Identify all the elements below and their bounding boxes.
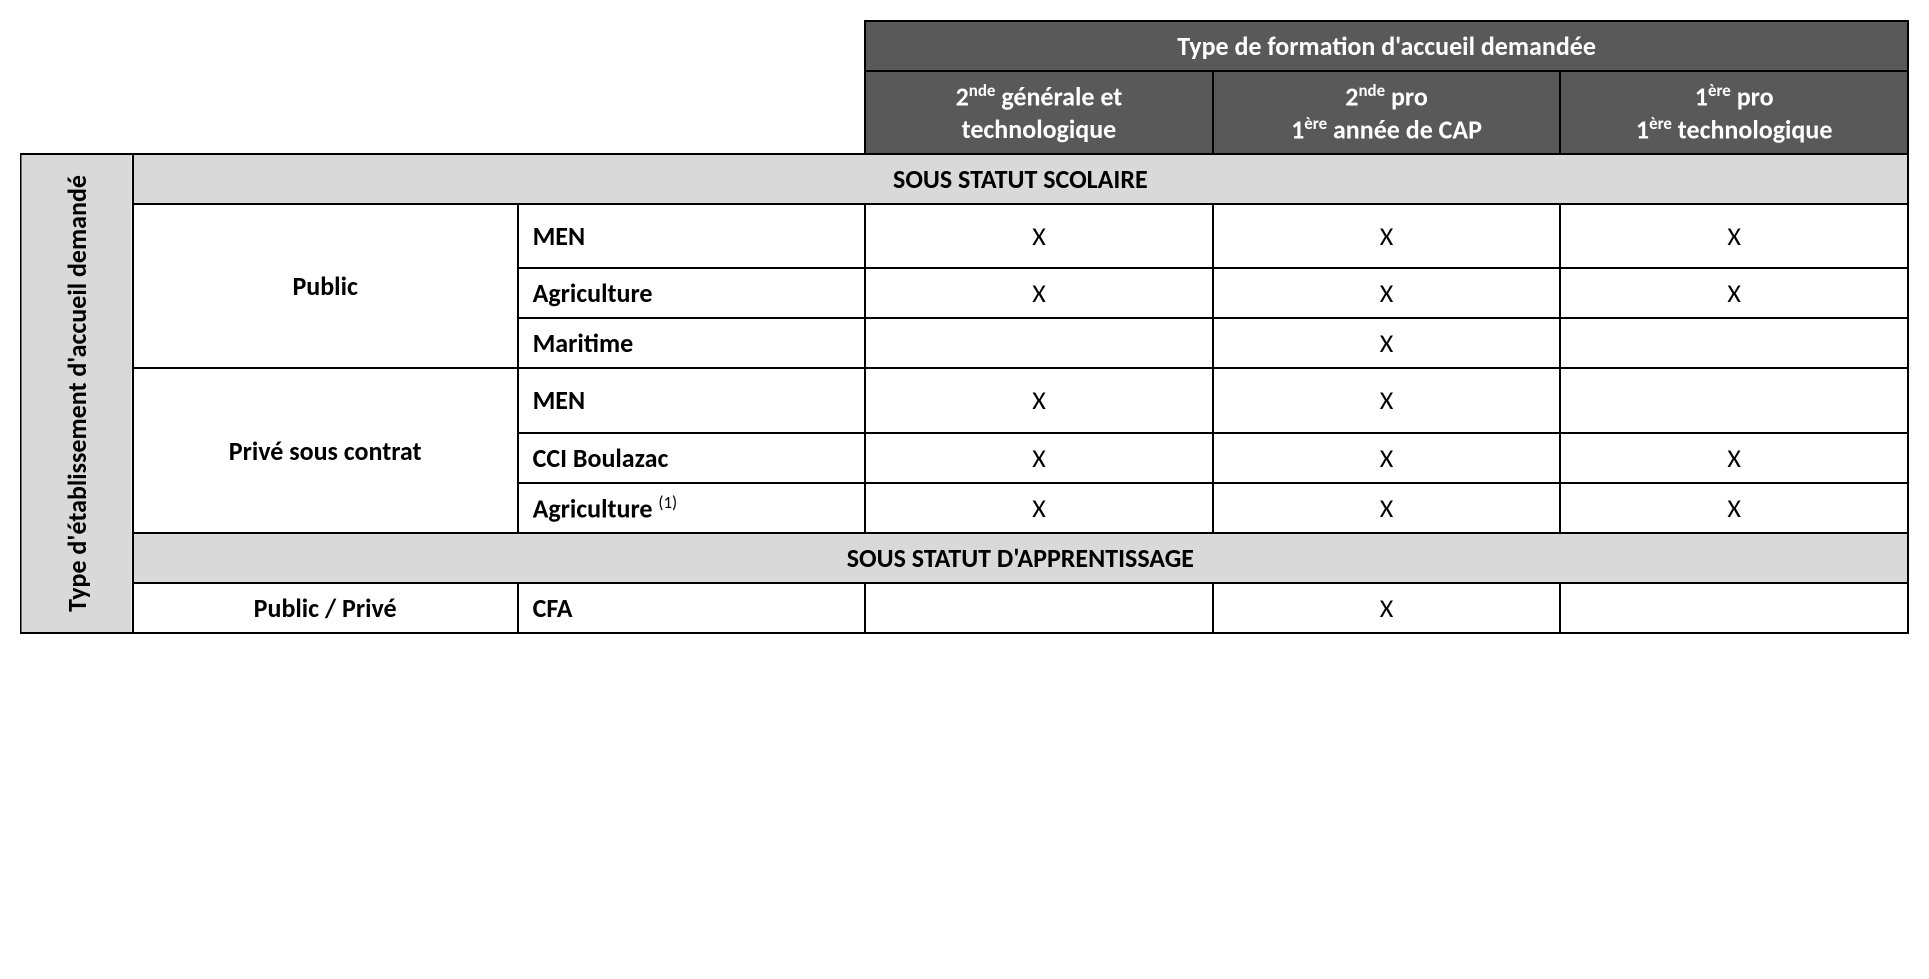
section-apprentissage: SOUS STATUT D'APPRENTISSAGE xyxy=(133,533,1908,583)
sub-agri-1: Agriculture xyxy=(518,268,866,318)
cell: X xyxy=(1213,204,1561,268)
cell: X xyxy=(1213,583,1561,633)
cell: X xyxy=(1213,268,1561,318)
cell: X xyxy=(865,368,1213,432)
col2-l2-sup: ère xyxy=(1304,113,1327,134)
cell xyxy=(1560,583,1908,633)
cell xyxy=(865,318,1213,368)
cell: X xyxy=(1560,433,1908,483)
cell: X xyxy=(865,483,1213,534)
spacer-top-left xyxy=(21,21,865,71)
cell: X xyxy=(1560,483,1908,534)
table-row: Public MEN X X X xyxy=(21,204,1908,268)
cell: X xyxy=(865,268,1213,318)
sub-agri-2: Agriculture (1) xyxy=(518,483,866,534)
sub-men-1: MEN xyxy=(518,204,866,268)
cell: X xyxy=(1560,268,1908,318)
cell xyxy=(1560,368,1908,432)
sub-cfa: CFA xyxy=(518,583,866,633)
group-pubprive: Public / Privé xyxy=(133,583,518,633)
cell: X xyxy=(865,204,1213,268)
sub-cci: CCI Boulazac xyxy=(518,433,866,483)
col2-l1-sup: nde xyxy=(1358,80,1385,101)
cell: X xyxy=(1213,483,1561,534)
col2-l1-main: 2 xyxy=(1345,81,1358,113)
sub-maritime: Maritime xyxy=(518,318,866,368)
cell: X xyxy=(865,433,1213,483)
col3-l1-sup: ère xyxy=(1708,80,1731,101)
col1-main: 2 xyxy=(956,81,969,113)
footnote-1: (1) xyxy=(658,492,677,513)
col3-l1-rest: pro xyxy=(1731,81,1774,113)
cell: X xyxy=(1213,318,1561,368)
col2-l2-rest: année de CAP xyxy=(1327,113,1482,145)
col2-l2-main: 1 xyxy=(1291,113,1304,145)
table-row: Privé sous contrat MEN X X xyxy=(21,368,1908,432)
row-header-title: Type d'établissement d'accueil demandé xyxy=(21,154,133,633)
col-header-title: Type de formation d'accueil demandée xyxy=(865,21,1908,71)
sub-men-2: MEN xyxy=(518,368,866,432)
cell xyxy=(1560,318,1908,368)
group-prive: Privé sous contrat xyxy=(133,368,518,533)
col3-l2-sup: ère xyxy=(1649,113,1672,134)
section-scolaire: SOUS STATUT SCOLAIRE xyxy=(133,154,1908,204)
col3-l2-main: 1 xyxy=(1636,113,1649,145)
col3-l1-main: 1 xyxy=(1695,81,1708,113)
col1-sup: nde xyxy=(969,80,996,101)
col-header-1: 2nde générale et technologique xyxy=(865,71,1213,154)
col-header-3: 1ère pro 1ère technologique xyxy=(1560,71,1908,154)
sub-agri-2-text: Agriculture xyxy=(533,492,659,524)
table-row: Public / Privé CFA X xyxy=(21,583,1908,633)
col3-l2-rest: technologique xyxy=(1672,113,1833,145)
cell: X xyxy=(1213,368,1561,432)
col2-l1-rest: pro xyxy=(1385,81,1428,113)
col-header-2: 2nde pro 1ère année de CAP xyxy=(1213,71,1561,154)
spacer-top-left-2 xyxy=(21,71,865,154)
cell: X xyxy=(1560,204,1908,268)
group-public: Public xyxy=(133,204,518,368)
cell: X xyxy=(1213,433,1561,483)
cell xyxy=(865,583,1213,633)
formation-table: Type de formation d'accueil demandée 2nd… xyxy=(20,20,1909,634)
